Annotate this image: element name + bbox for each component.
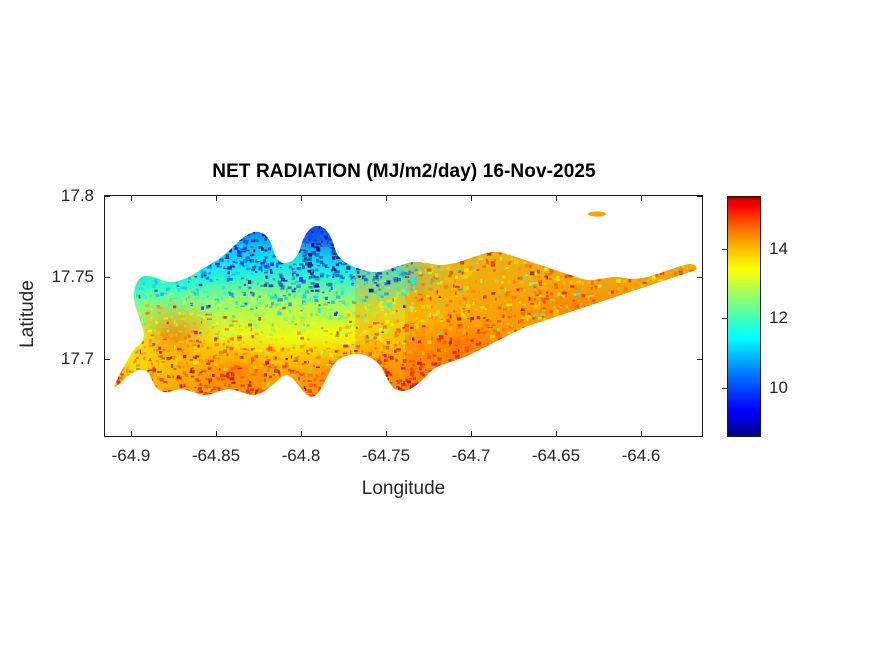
x-axis-label: Longitude	[361, 478, 446, 499]
x-tick-top	[131, 195, 133, 201]
colorbar-tick-label: 10	[769, 378, 788, 397]
y-tick-label: 17.7	[60, 349, 94, 368]
x-tick	[216, 431, 218, 437]
x-tick-top	[386, 195, 388, 201]
x-tick	[131, 431, 133, 437]
colorbar	[727, 196, 761, 437]
x-tick-top	[301, 195, 303, 201]
y-tick	[104, 196, 110, 198]
colorbar-tick	[722, 249, 727, 251]
x-tick-label: -64.6	[621, 446, 661, 465]
colorbar-tick-label: 14	[769, 239, 788, 258]
page-title: NET RADIATION (MJ/m2/day) 16-Nov-2025	[212, 161, 596, 182]
y-tick-label: 17.8	[60, 186, 94, 205]
x-tick-top	[556, 195, 558, 201]
x-tick-top	[216, 195, 218, 201]
x-tick-label: -64.9	[111, 446, 151, 465]
colorbar-tick-label: 12	[769, 308, 788, 327]
map-axes	[104, 195, 703, 437]
net-radiation-heatmap	[114, 211, 697, 397]
y-tick-right	[697, 196, 703, 198]
y-tick-right	[697, 359, 703, 361]
y-tick	[104, 359, 110, 361]
x-tick-top	[641, 195, 643, 201]
x-tick	[641, 431, 643, 437]
x-tick-label: -64.85	[191, 446, 241, 465]
x-tick	[556, 431, 558, 437]
colorbar-tick	[722, 318, 727, 320]
heatmap-field	[114, 226, 697, 397]
x-tick-top	[471, 195, 473, 201]
y-tick	[104, 277, 110, 279]
x-tick-label: -64.7	[451, 446, 491, 465]
y-axis-label: Latitude	[17, 280, 38, 348]
x-tick	[301, 431, 303, 437]
x-tick-label: -64.8	[281, 446, 321, 465]
colorbar-tick	[722, 388, 727, 390]
x-tick	[386, 431, 388, 437]
y-tick-label: 17.75	[51, 267, 94, 286]
y-tick-right	[697, 277, 703, 279]
x-tick-label: -64.75	[361, 446, 411, 465]
x-tick-label: -64.65	[531, 446, 581, 465]
isolated-cay	[588, 211, 606, 217]
x-tick	[471, 431, 473, 437]
